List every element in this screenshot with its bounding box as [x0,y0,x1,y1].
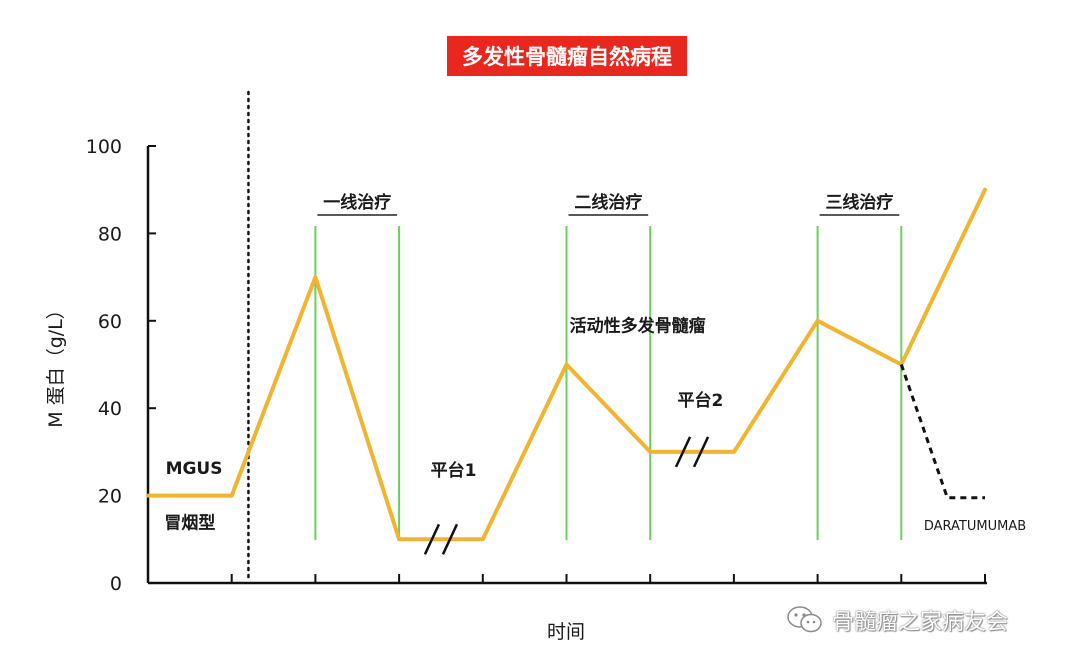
phase-label-3: 三线治疗 [825,192,893,213]
annotation-4: 平台2 [677,390,723,411]
chart-title: 多发性骨髓瘤自然病程 [447,36,687,76]
y-tick-label-60: 60 [98,311,122,333]
y-tick-label-20: 20 [98,486,122,508]
y-tick-label-0: 0 [110,573,122,595]
x-axis-label: 时间 [547,621,585,643]
daratumumab-branch-line [899,364,985,500]
break-mark-2-1 [674,436,692,468]
annotation-2: 冒烟型 [164,512,215,533]
break-mark-1-1 [423,523,441,555]
annotation-3: 平台1 [431,460,477,481]
annotation-1: MGUS [166,459,223,479]
phase-label-1: 一线治疗 [323,192,391,213]
y-tick-label-80: 80 [98,223,122,245]
annotation-5: 活动性多发骨髓瘤 [570,316,706,337]
watermark: 骨髓瘤之家病友会 [786,600,1008,640]
y-tick-label-100: 100 [86,136,122,158]
m-protein-line [146,187,987,542]
phase-label-2: 二线治疗 [574,192,642,213]
watermark-text: 骨髓瘤之家病友会 [832,610,1009,635]
wechat-icon [787,606,822,633]
y-axis-label: M 蛋白（g/L） [45,300,67,427]
daratumumab-label: DARATUMUMAB [924,519,1026,534]
y-tick-label-40: 40 [98,398,122,420]
break-mark-2-2 [692,436,710,468]
break-mark-1-2 [441,523,459,555]
